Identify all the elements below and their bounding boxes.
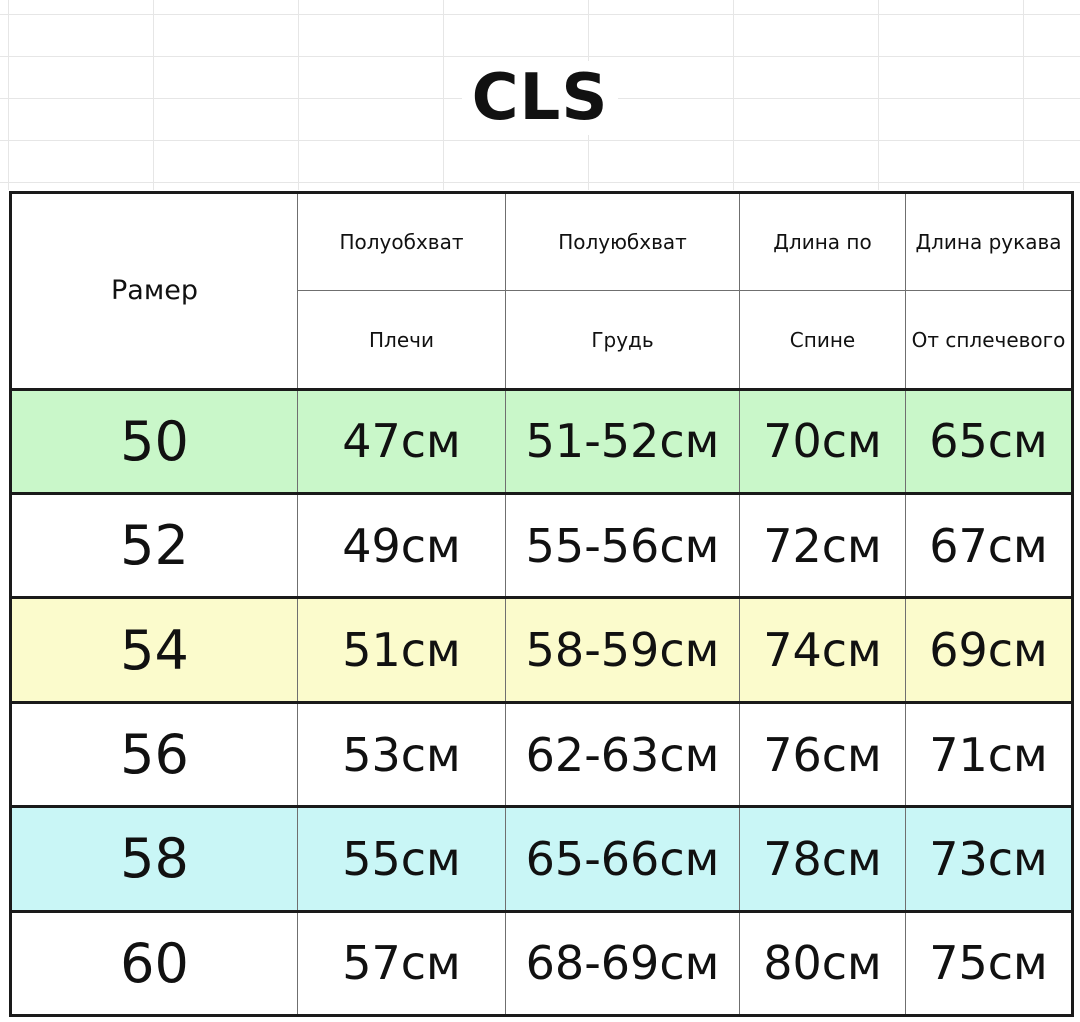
chest-cell: 51-52см (505, 388, 740, 495)
size-cell: 52 (10, 493, 298, 599)
col-header-bottom-chest: Грудь (505, 290, 740, 390)
col-header-top-back-length: Длина по (739, 191, 906, 292)
chest-cell: 65-66см (505, 806, 740, 912)
sleeve-length-cell: 67см (905, 493, 1073, 599)
back-length-cell: 78см (739, 806, 906, 912)
table-row: 50 47см 51-52см 70см 65см (10, 388, 1073, 495)
sleeve-length-cell: 65см (905, 388, 1073, 495)
table-row: 60 57см 68-69см 80см 75см (10, 910, 1073, 1017)
chest-cell: 58-59см (505, 597, 740, 703)
page-title: CLS (0, 58, 1080, 138)
size-cell: 56 (10, 701, 298, 808)
size-cell: 54 (10, 597, 298, 703)
chest-cell: 55-56см (505, 493, 740, 599)
back-length-cell: 74см (739, 597, 906, 703)
back-length-cell: 80см (739, 910, 906, 1017)
size-cell: 58 (10, 806, 298, 912)
shoulders-cell: 49см (297, 493, 506, 599)
col-header-top-sleeve-length: Длина рукава (905, 191, 1073, 292)
chest-cell: 68-69см (505, 910, 740, 1017)
chest-cell: 62-63см (505, 701, 740, 808)
header-row-top: Рамер Полуобхват Полуюбхват Длина по Дли… (10, 191, 1073, 390)
shoulders-cell: 51см (297, 597, 506, 703)
table-row: 58 55см 65-66см 78см 73см (10, 806, 1073, 912)
back-length-cell: 70см (739, 388, 906, 495)
size-chart-table: Рамер Полуобхват Полуюбхват Длина по Дли… (9, 191, 1074, 1017)
sleeve-length-cell: 71см (905, 701, 1073, 808)
sleeve-length-cell: 69см (905, 597, 1073, 703)
col-header-top-chest: Полуюбхват (505, 191, 740, 292)
back-length-cell: 76см (739, 701, 906, 808)
shoulders-cell: 53см (297, 701, 506, 808)
shoulders-cell: 47см (297, 388, 506, 495)
shoulders-cell: 55см (297, 806, 506, 912)
title-text: CLS (461, 61, 619, 135)
header-row-bottom: Плечи Грудь Спине От сплечевого (11, 290, 1073, 390)
col-header-top-shoulders: Полуобхват (297, 191, 506, 292)
size-cell: 60 (10, 910, 298, 1017)
size-column-header: Рамер (10, 192, 298, 390)
col-header-bottom-sleeve-length: От сплечевого (905, 290, 1073, 390)
table-row: 52 49см 55-56см 72см 67см (10, 493, 1073, 599)
table-row: 56 53см 62-63см 76см 71см (10, 701, 1073, 808)
sleeve-length-cell: 73см (905, 806, 1073, 912)
shoulders-cell: 57см (297, 910, 506, 1017)
col-header-bottom-shoulders: Плечи (297, 290, 506, 390)
table-row: 54 51см 58-59см 74см 69см (10, 597, 1073, 703)
back-length-cell: 72см (739, 493, 906, 599)
col-header-bottom-back-length: Спине (739, 290, 906, 390)
sleeve-length-cell: 75см (905, 910, 1073, 1017)
size-cell: 50 (10, 388, 298, 495)
